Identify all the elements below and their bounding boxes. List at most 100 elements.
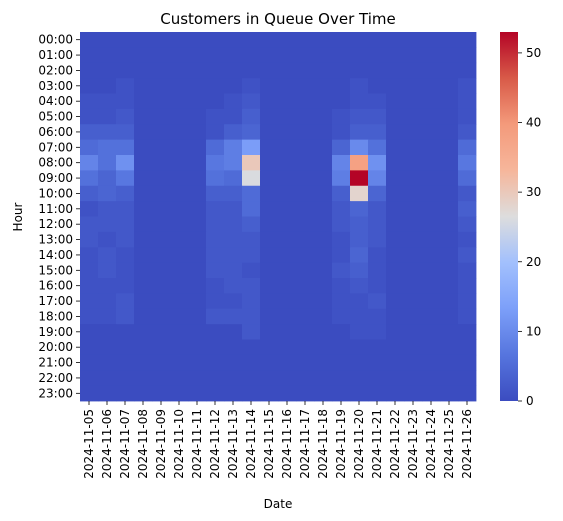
heatmap-cell (314, 93, 333, 110)
x-tick-label: 2024-11-08 (136, 409, 150, 479)
heatmap-cell (332, 124, 351, 141)
heatmap-cell (458, 216, 477, 233)
heatmap-cell (242, 385, 261, 402)
x-tick-label: 2024-11-26 (460, 409, 474, 479)
heatmap-cell (116, 124, 135, 141)
heatmap-cell (188, 324, 207, 340)
heatmap-cell (440, 201, 459, 217)
heatmap-cell (350, 93, 369, 110)
heatmap-cell (278, 139, 297, 156)
heatmap-cell (98, 170, 117, 187)
heatmap-cell (350, 62, 369, 79)
heatmap-cell (188, 216, 207, 233)
heatmap-cell (224, 47, 243, 64)
heatmap-cell (80, 247, 99, 264)
heatmap-cell (458, 308, 477, 325)
heatmap-cell (206, 155, 225, 171)
heatmap-cell (278, 231, 297, 248)
heatmap-cell (422, 278, 441, 294)
heatmap-cell (386, 32, 405, 48)
y-tick-label: 08:00 (38, 156, 73, 170)
y-tick-label: 20:00 (38, 340, 73, 354)
heatmap-cell (242, 185, 261, 202)
heatmap-cell (134, 262, 153, 279)
heatmap-cell (278, 339, 297, 356)
heatmap-cell (404, 216, 423, 233)
heatmap-cell (404, 231, 423, 248)
heatmap-cell (350, 139, 369, 156)
heatmap-cell (152, 385, 171, 402)
heatmap-cell (152, 231, 171, 248)
heatmap-cell (242, 78, 261, 94)
heatmap-cell (98, 78, 117, 94)
colorbar-gradient (500, 32, 518, 401)
heatmap-cell (386, 385, 405, 402)
heatmap-cell (314, 293, 333, 310)
heatmap-cell (332, 370, 351, 387)
heatmap-cell (368, 339, 387, 356)
heatmap-cell (80, 93, 99, 110)
heatmap-cell (206, 339, 225, 356)
heatmap-cell (152, 339, 171, 356)
heatmap-cell (422, 124, 441, 141)
heatmap-cell (458, 93, 477, 110)
heatmap-cell (440, 124, 459, 141)
heatmap-cell (278, 324, 297, 340)
heatmap-cell (278, 354, 297, 371)
heatmap-cell (332, 231, 351, 248)
heatmap-cell (170, 78, 189, 94)
heatmap-cell (296, 216, 315, 233)
heatmap-cell (260, 124, 279, 141)
heatmap-cell (224, 170, 243, 187)
heatmap-cell (350, 231, 369, 248)
heatmap-cell (206, 308, 225, 325)
heatmap-cell (260, 170, 279, 187)
heatmap-cell (314, 139, 333, 156)
heatmap-cell (404, 62, 423, 79)
heatmap-cell (314, 370, 333, 387)
heatmap-cell (260, 385, 279, 402)
heatmap-cell (152, 78, 171, 94)
heatmap-cell (332, 32, 351, 48)
heatmap-cell (206, 262, 225, 279)
heatmap-cell (368, 124, 387, 141)
heatmap-cell (188, 247, 207, 264)
heatmap-cell (242, 247, 261, 264)
heatmap-cell (296, 32, 315, 48)
x-tick-label: 2024-11-17 (298, 409, 312, 479)
heatmap-cell (278, 170, 297, 187)
heatmap-cell (152, 185, 171, 202)
heatmap-cell (368, 262, 387, 279)
heatmap-cell (116, 170, 135, 187)
x-tick-label: 2024-11-22 (388, 409, 402, 479)
heatmap-cell (422, 170, 441, 187)
heatmap-cell (242, 108, 261, 125)
heatmap-cell (278, 108, 297, 125)
heatmap-cell (422, 62, 441, 79)
heatmap-cell (206, 78, 225, 94)
heatmap-cell (422, 78, 441, 94)
heatmap-cell (458, 339, 477, 356)
heatmap-cell (440, 339, 459, 356)
y-tick-label: 16:00 (38, 279, 73, 293)
heatmap-cell (242, 370, 261, 387)
heatmap-cell (260, 78, 279, 94)
heatmap-cell (152, 324, 171, 340)
heatmap-cell (242, 139, 261, 156)
heatmap-cell (350, 308, 369, 325)
heatmap-cell (224, 339, 243, 356)
heatmap-cell (350, 385, 369, 402)
heatmap-cell (404, 370, 423, 387)
heatmap-cell (368, 385, 387, 402)
heatmap-cell (332, 62, 351, 79)
heatmap-cell (242, 201, 261, 217)
heatmap-cell (188, 139, 207, 156)
heatmap-cell (368, 278, 387, 294)
heatmap-cell (242, 216, 261, 233)
heatmap-cell (260, 354, 279, 371)
heatmap-cell (98, 247, 117, 264)
heatmap-cell (332, 155, 351, 171)
heatmap-cell (422, 385, 441, 402)
heatmap-cell (440, 216, 459, 233)
